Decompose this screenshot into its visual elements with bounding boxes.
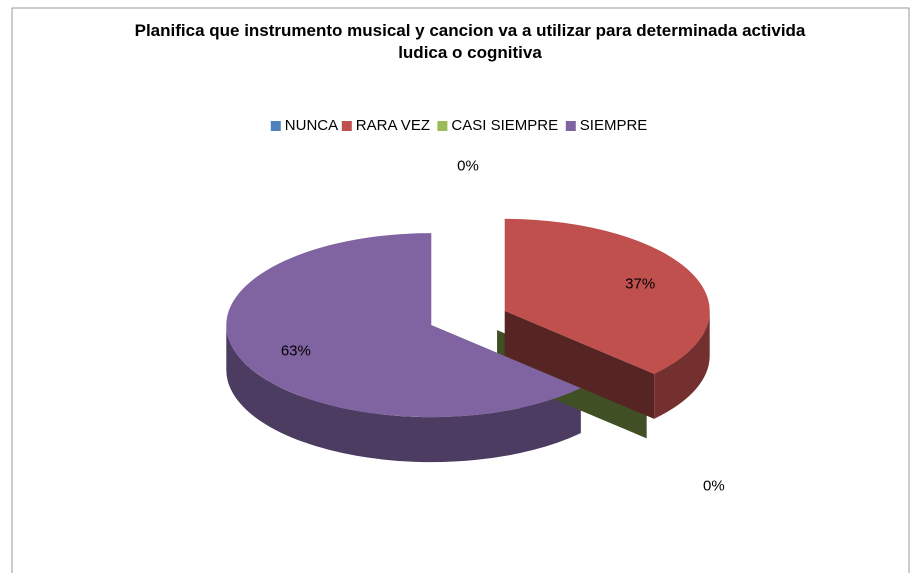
data-label: 0%	[703, 478, 725, 495]
legend-swatch	[565, 121, 576, 131]
slice	[504, 218, 710, 374]
slice-side	[654, 310, 710, 419]
slice-wall	[504, 310, 655, 419]
chart-frame	[11, 7, 910, 573]
legend-swatch	[270, 121, 281, 131]
legend-swatch	[341, 121, 352, 131]
legend-label: CASI SIEMPRE	[451, 117, 558, 134]
data-label: 0%	[457, 158, 479, 175]
legend-label: RARA VEZ	[356, 117, 430, 134]
legend-swatch	[437, 121, 448, 131]
slice	[226, 233, 581, 418]
data-label: 37%	[625, 276, 655, 293]
legend-label: SIEMPRE	[580, 117, 648, 134]
data-label: 63%	[281, 342, 311, 359]
legend-label: NUNCA	[285, 117, 338, 134]
chart-title: Planifica que instrumento musical y canc…	[134, 21, 806, 62]
slice-side	[226, 325, 581, 463]
